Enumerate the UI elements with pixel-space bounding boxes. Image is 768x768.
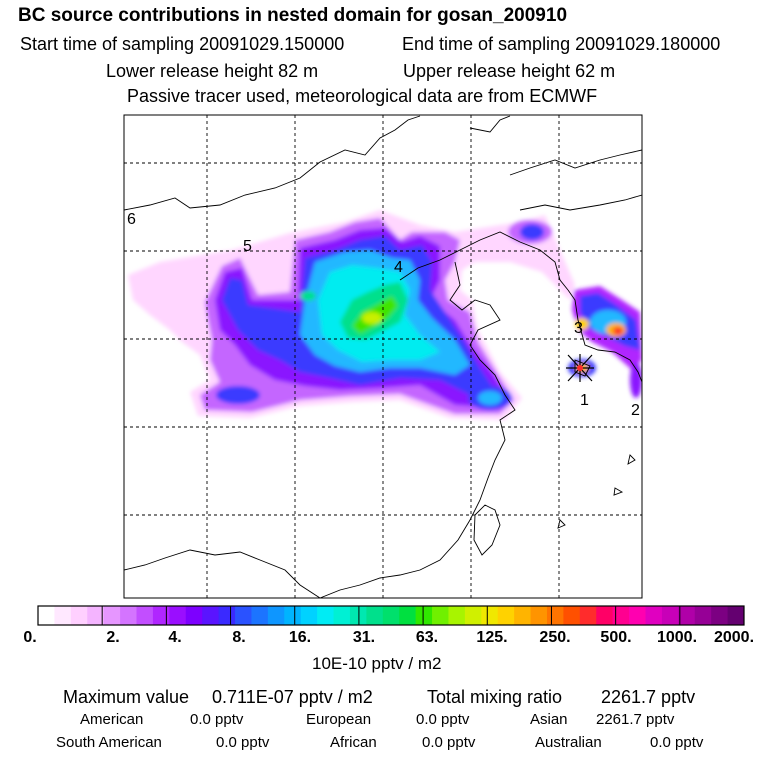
colorbar-swatch [530,606,548,625]
colorbar-swatch [54,606,72,625]
colorbar-swatch [202,606,220,625]
colorbar-swatch [284,606,302,625]
colorbar-tick: 2000. [713,629,755,646]
region-label-5: 5 [243,238,252,255]
colorbar-tick: 250. [539,629,571,646]
region-name-asian: Asian [530,711,568,728]
colorbar [37,605,745,626]
colorbar-swatch [579,606,597,625]
region-value-asian: 2261.7 pptv [596,711,675,728]
colorbar-swatch [727,606,745,625]
region-name-african: African [330,734,377,751]
colorbar-swatch [481,606,499,625]
colorbar-swatch [235,606,252,625]
colorbar-swatch [366,606,384,625]
colorbar-swatch [152,606,170,625]
region-labels: 1 2 3 4 5 6 [127,211,640,419]
colorbar-swatch [612,606,630,625]
max-value: 0.711E-07 pptv / m2 [212,687,373,707]
colorbar-swatch [218,606,236,625]
colorbar-swatch [415,606,433,625]
colorbar-swatch [333,606,351,625]
coastlines [124,115,642,598]
start-time-label: Start time of sampling 20091029.150000 [20,34,345,54]
colorbar-swatch [251,606,269,625]
upper-release-label: Upper release height 62 m [403,61,616,81]
colorbar-tick: 125. [476,629,508,646]
colorbar-tick: 4. [168,629,182,646]
colorbar-swatch [103,606,121,625]
end-time-label: End time of sampling 20091029.180000 [402,34,721,54]
colorbar-swatch [185,606,203,625]
colorbar-swatch [267,606,285,625]
colorbar-swatch [645,606,663,625]
region-label-3: 3 [574,320,583,337]
colorbar-swatch [563,606,581,625]
colorbar-tick: 0. [23,629,37,646]
colorbar-swatch [546,606,564,625]
graticule [124,115,642,598]
lower-release-label: Lower release height 82 m [106,61,319,81]
colorbar-tick: 500. [600,629,632,646]
region-label-6: 6 [127,211,136,228]
map-panel: 1 2 3 4 5 6 [124,115,642,598]
colorbar-swatch [120,606,138,625]
total-mixing-value: 2261.7 pptv [601,687,696,707]
colorbar-tick: 63. [415,629,439,646]
region-value-australian: 0.0 pptv [650,734,704,751]
colorbar-swatch [464,606,482,625]
region-name-european: European [306,711,372,728]
max-value-label: Maximum value [63,687,190,707]
concentration-field [128,210,642,420]
colorbar-swatch [70,606,88,625]
tracer-note: Passive tracer used, meteorological data… [127,86,598,106]
colorbar-swatch [87,606,105,625]
colorbar-swatch [514,606,532,625]
region-value-south-american: 0.0 pptv [216,734,270,751]
colorbar-swatch [382,606,400,625]
colorbar-swatch [448,606,466,625]
region-value-american: 0.0 pptv [190,711,244,728]
colorbar-frame [37,605,745,626]
colorbar-swatch [300,606,318,625]
colorbar-swatch [38,606,55,625]
region-value-european: 0.0 pptv [416,711,470,728]
colorbar-swatch [711,606,729,625]
region-label-2: 2 [631,402,640,419]
colorbar-swatch [497,606,515,625]
colorbar-swatch [678,606,696,625]
region-name-australian: Australian [535,734,602,751]
region-label-4: 4 [394,259,403,276]
colorbar-swatch [399,606,417,625]
total-mixing-label: Total mixing ratio [427,687,563,707]
colorbar-tick: 31. [352,629,376,646]
region-value-african: 0.0 pptv [422,734,476,751]
colorbar-tick: 1000. [656,629,698,646]
colorbar-swatch [136,606,154,625]
colorbar-swatch [432,606,449,625]
plot-title: BC source contributions in nested domain… [18,5,568,26]
colorbar-swatch [629,606,646,625]
colorbar-swatch [596,606,614,625]
map-frame [123,114,643,599]
colorbar-swatch [694,606,712,625]
colorbar-swatch [661,606,679,625]
colorbar-swatch [317,606,335,625]
region-label-1: 1 [580,392,589,409]
colorbar-units: 10E-10 pptv / m2 [312,654,442,673]
colorbar-tick: 2. [106,629,120,646]
region-name-south-american: South American [56,734,162,751]
colorbar-tick: 16. [288,629,312,646]
colorbar-swatch [169,606,187,625]
receptor-star-icon [566,354,594,382]
colorbar-tick: 8. [232,629,246,646]
region-name-american: American [80,711,144,728]
